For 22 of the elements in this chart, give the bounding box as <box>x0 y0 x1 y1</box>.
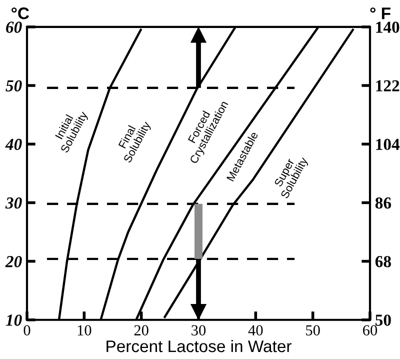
y2-tick-label: 68 <box>375 256 391 268</box>
y2-tick-label: 122 <box>376 80 400 92</box>
x-tick-label: 30 <box>192 325 206 336</box>
x-tick-label: 60 <box>363 325 378 336</box>
y-tick-label: 40 <box>5 138 22 150</box>
y2-tick-label: 104 <box>376 138 400 150</box>
x-tick-label: 40 <box>248 325 263 336</box>
x-tick-label: 10 <box>78 325 92 336</box>
x-tick-label: 0 <box>24 325 30 336</box>
y2-tick-label: 50 <box>376 314 391 326</box>
y-tick-label: 50 <box>6 80 22 92</box>
y-tick-label: 60 <box>6 22 22 33</box>
x-axis-title: Percent Lactose in Water <box>106 340 292 352</box>
x-tick-label: 20 <box>134 325 148 336</box>
y-axis-title: °C <box>12 7 30 20</box>
y-tick-label: 30 <box>5 197 22 209</box>
y2-axis-title: ° F <box>370 7 390 20</box>
y-tick-label: 20 <box>5 256 22 268</box>
y2-tick-label: 140 <box>376 22 400 33</box>
y-tick-label: 10 <box>6 314 22 326</box>
x-tick-label: 50 <box>306 325 320 336</box>
y2-tick-label: 86 <box>375 197 392 209</box>
